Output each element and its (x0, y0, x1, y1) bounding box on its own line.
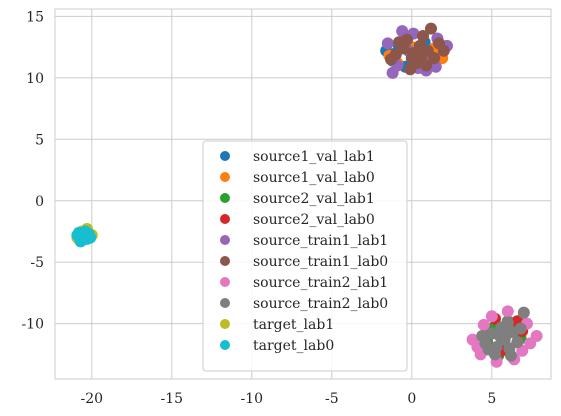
data-point (501, 305, 514, 318)
legend-label: source1_val_lab1 (253, 149, 375, 165)
legend-label: source_train1_lab1 (253, 233, 388, 249)
legend-marker (220, 235, 230, 245)
legend-box (202, 140, 408, 372)
data-point (417, 30, 429, 43)
x-tick-label: -15 (161, 391, 184, 407)
y-tick-labels: 15 10 5 0 -5 -10 (21, 9, 44, 332)
x-tick-label: -5 (325, 391, 339, 407)
data-point (381, 37, 394, 50)
legend-marker (220, 298, 230, 308)
data-point (505, 349, 517, 362)
legend-label: source2_val_lab0 (253, 212, 375, 228)
data-point (485, 310, 498, 323)
x-tick-label: -20 (81, 391, 104, 407)
legend-label: source1_val_lab0 (253, 170, 375, 186)
legend-label: source2_val_lab1 (253, 191, 375, 207)
x-tick-label: 0 (407, 391, 416, 407)
data-point (501, 316, 514, 329)
data-point (514, 322, 527, 335)
legend-label: target_lab1 (253, 317, 334, 333)
data-point (500, 328, 513, 341)
legend-label: source_train1_lab0 (253, 254, 388, 270)
y-tick-label: 0 (35, 194, 44, 210)
data-point (385, 53, 397, 66)
legend-marker (220, 172, 230, 182)
x-tick-label: -10 (241, 391, 264, 407)
data-point (404, 63, 417, 76)
legend-label: target_lab0 (253, 338, 334, 354)
legend-marker (220, 214, 230, 224)
data-point (482, 343, 495, 356)
legend-marker (220, 319, 230, 329)
x-tick-labels: -20 -15 -10 -5 0 5 (81, 391, 497, 407)
legend-marker (220, 151, 230, 161)
y-tick-label: 5 (35, 132, 44, 148)
y-tick-label: 10 (26, 71, 44, 87)
legend-label: source_train2_lab0 (253, 296, 388, 312)
y-tick-label: -5 (30, 255, 44, 271)
data-points (71, 22, 543, 368)
y-tick-label: 15 (26, 9, 44, 25)
legend-marker (220, 277, 230, 287)
legend-marker (220, 193, 230, 203)
legend-marker (220, 340, 230, 350)
data-point (428, 52, 441, 65)
data-point (420, 59, 433, 72)
data-point (517, 306, 530, 319)
data-point (415, 49, 428, 62)
data-point (425, 22, 437, 35)
data-point (79, 227, 92, 240)
data-point (393, 36, 405, 49)
data-point (437, 44, 450, 57)
legend-marker (220, 256, 230, 266)
y-tick-label: -10 (21, 317, 44, 333)
legend-label: source_train2_lab1 (253, 275, 388, 291)
x-tick-label: 5 (487, 391, 496, 407)
legend: source1_val_lab1 source1_val_lab0 source2_… (202, 140, 408, 372)
data-point (477, 318, 490, 331)
data-point (511, 336, 524, 349)
data-point (476, 329, 489, 342)
data-point (524, 337, 537, 350)
